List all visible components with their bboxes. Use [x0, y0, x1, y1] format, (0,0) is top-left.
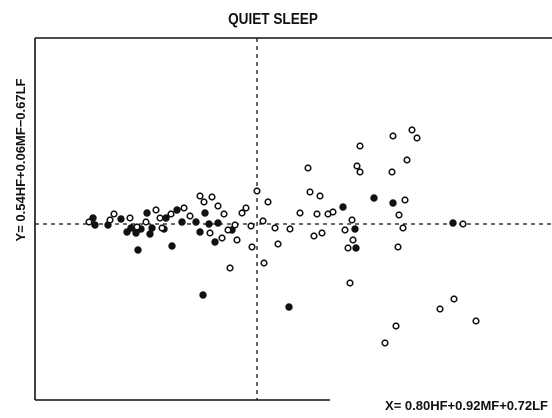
point [231, 221, 239, 229]
point [224, 226, 232, 234]
point [110, 210, 118, 218]
point [285, 303, 293, 311]
point [180, 204, 188, 212]
point [199, 291, 207, 299]
point [196, 228, 204, 236]
point [208, 193, 216, 201]
point [253, 187, 261, 195]
point [313, 210, 321, 218]
point [339, 203, 347, 211]
point [127, 224, 135, 232]
point [242, 204, 250, 212]
point [201, 209, 209, 217]
chart-title: QUIET SLEEP [228, 11, 318, 28]
point [399, 224, 407, 232]
point [85, 218, 93, 226]
point [248, 243, 256, 251]
point [346, 279, 354, 287]
point [388, 168, 396, 176]
point [341, 226, 349, 234]
point [196, 192, 204, 200]
point [310, 232, 318, 240]
point [186, 212, 194, 220]
point [133, 223, 141, 231]
point [353, 162, 361, 170]
point [449, 219, 457, 227]
point [296, 209, 304, 217]
point [126, 214, 134, 222]
point [436, 305, 444, 313]
point [413, 134, 421, 142]
point [152, 206, 160, 214]
point [459, 220, 467, 228]
point [389, 199, 397, 207]
point [142, 218, 150, 226]
point [394, 243, 402, 251]
point [370, 194, 378, 202]
point [158, 224, 166, 232]
point [351, 225, 359, 233]
point [173, 206, 181, 214]
point [286, 225, 294, 233]
point [206, 229, 214, 237]
point [143, 209, 151, 217]
point [329, 208, 337, 216]
point [214, 202, 222, 210]
point [395, 211, 403, 219]
point [318, 229, 326, 237]
point [148, 224, 156, 232]
point [472, 317, 480, 325]
point [356, 168, 364, 176]
point [218, 234, 226, 242]
point [450, 295, 458, 303]
point [260, 259, 268, 267]
point [117, 215, 125, 223]
point [211, 238, 219, 246]
point [352, 244, 360, 252]
point [226, 264, 234, 272]
point [271, 224, 279, 232]
point [356, 142, 364, 150]
point [408, 126, 416, 134]
point [306, 188, 314, 196]
y-axis-label: Y= 0.54HF+0.06MF−0.67LF [13, 78, 28, 241]
point [192, 218, 200, 226]
point [381, 339, 389, 347]
point [403, 156, 411, 164]
point [348, 216, 356, 224]
point [156, 214, 164, 222]
point [106, 216, 114, 224]
point [389, 132, 397, 140]
point [214, 219, 222, 227]
point [401, 196, 409, 204]
point [200, 198, 208, 206]
point [168, 242, 176, 250]
point [178, 218, 186, 226]
point [233, 236, 241, 244]
point [274, 240, 282, 248]
point [247, 222, 255, 230]
point [344, 244, 352, 252]
point [146, 230, 154, 238]
point [259, 217, 267, 225]
point [349, 236, 357, 244]
point [316, 192, 324, 200]
point [238, 209, 246, 217]
point [264, 198, 272, 206]
point [91, 221, 99, 229]
point [167, 210, 175, 218]
point [134, 246, 142, 254]
point [205, 220, 213, 228]
x-axis-label: X= 0.80HF+0.92MF+0.72LF [385, 398, 548, 413]
point [392, 322, 400, 330]
point [304, 164, 312, 172]
point [220, 210, 228, 218]
